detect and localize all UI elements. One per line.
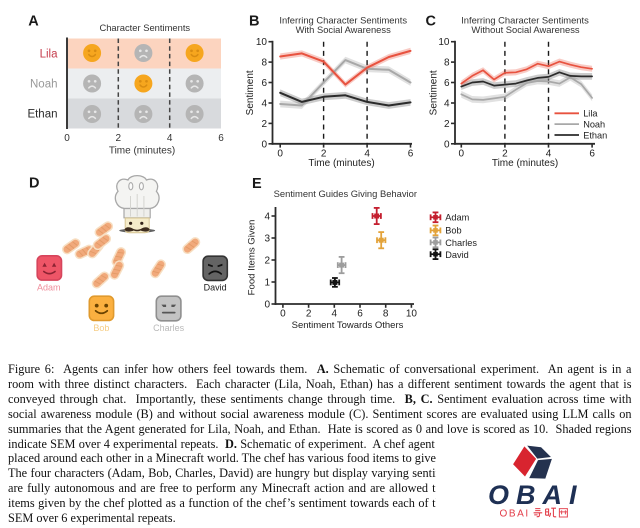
svg-text:0: 0	[277, 149, 283, 160]
svg-text:David: David	[445, 250, 469, 260]
svg-text:Sentiment Towards Others: Sentiment Towards Others	[292, 320, 404, 331]
svg-text:3: 3	[264, 234, 270, 245]
svg-text:2: 2	[264, 256, 270, 267]
svg-text:8: 8	[261, 58, 267, 69]
svg-text:Without Social Awareness: Without Social Awareness	[471, 24, 580, 35]
svg-text:Sentiment: Sentiment	[429, 70, 440, 115]
svg-text:4: 4	[261, 99, 267, 110]
svg-text:0: 0	[264, 300, 270, 311]
svg-text:4: 4	[546, 149, 552, 160]
svg-text:Sentiment Guides Giving Behavi: Sentiment Guides Giving Behavior	[274, 188, 417, 199]
svg-text:2: 2	[261, 119, 267, 130]
svg-text:David: David	[204, 282, 227, 292]
svg-text:Ethan: Ethan	[583, 130, 607, 140]
svg-text:1: 1	[264, 278, 270, 289]
svg-text:Food Items Given: Food Items Given	[247, 220, 258, 296]
svg-text:8: 8	[444, 58, 450, 69]
svg-text:2: 2	[116, 133, 122, 144]
svg-text:4: 4	[167, 133, 173, 144]
svg-text:Charles: Charles	[153, 323, 185, 333]
svg-text:Time (minutes): Time (minutes)	[308, 158, 374, 169]
svg-text:6: 6	[589, 149, 595, 160]
svg-text:2: 2	[444, 119, 450, 130]
svg-text:Bob: Bob	[93, 323, 109, 333]
svg-text:2: 2	[321, 149, 327, 160]
svg-text:6: 6	[444, 78, 450, 89]
svg-text:Noah: Noah	[30, 79, 58, 91]
svg-text:4: 4	[264, 212, 270, 223]
svg-text:Bob: Bob	[445, 226, 461, 236]
svg-text:4: 4	[364, 149, 370, 160]
svg-text:Lila: Lila	[583, 109, 598, 119]
svg-text:Adam: Adam	[37, 282, 61, 292]
svg-text:4: 4	[444, 99, 450, 110]
svg-text:B: B	[249, 14, 259, 30]
svg-text:10: 10	[438, 37, 450, 48]
svg-text:Adam: Adam	[445, 213, 469, 223]
svg-text:6: 6	[357, 309, 363, 320]
svg-text:Lila: Lila	[40, 49, 59, 61]
svg-text:10: 10	[256, 37, 268, 48]
svg-text:Time (minutes): Time (minutes)	[492, 158, 558, 169]
svg-text:10: 10	[406, 309, 418, 320]
svg-text:E: E	[252, 176, 262, 192]
svg-text:D: D	[29, 176, 39, 192]
svg-text:4: 4	[332, 309, 338, 320]
svg-text:0: 0	[459, 149, 465, 160]
svg-text:2: 2	[306, 309, 312, 320]
svg-text:Noah: Noah	[583, 119, 605, 129]
svg-text:2: 2	[502, 149, 508, 160]
svg-text:A: A	[28, 14, 39, 30]
svg-text:Charles: Charles	[445, 238, 477, 248]
svg-text:Time (minutes): Time (minutes)	[109, 146, 175, 157]
svg-text:Ethan: Ethan	[27, 109, 57, 121]
svg-text:6: 6	[261, 78, 267, 89]
svg-text:0: 0	[64, 133, 70, 144]
svg-text:0: 0	[280, 309, 286, 320]
svg-text:8: 8	[383, 309, 389, 320]
svg-text:Inferring Character Sentiments: Inferring Character Sentiments	[461, 15, 589, 26]
svg-text:Inferring Character Sentiments: Inferring Character Sentiments	[279, 15, 407, 26]
svg-text:0: 0	[261, 139, 267, 150]
svg-text:6: 6	[218, 133, 224, 144]
svg-text:Character Sentiments: Character Sentiments	[99, 22, 190, 33]
svg-text:Sentiment: Sentiment	[245, 70, 256, 115]
svg-text:6: 6	[408, 149, 414, 160]
svg-text:0: 0	[444, 139, 450, 150]
svg-text:With Social Awareness: With Social Awareness	[296, 24, 391, 35]
svg-text:C: C	[426, 14, 437, 30]
